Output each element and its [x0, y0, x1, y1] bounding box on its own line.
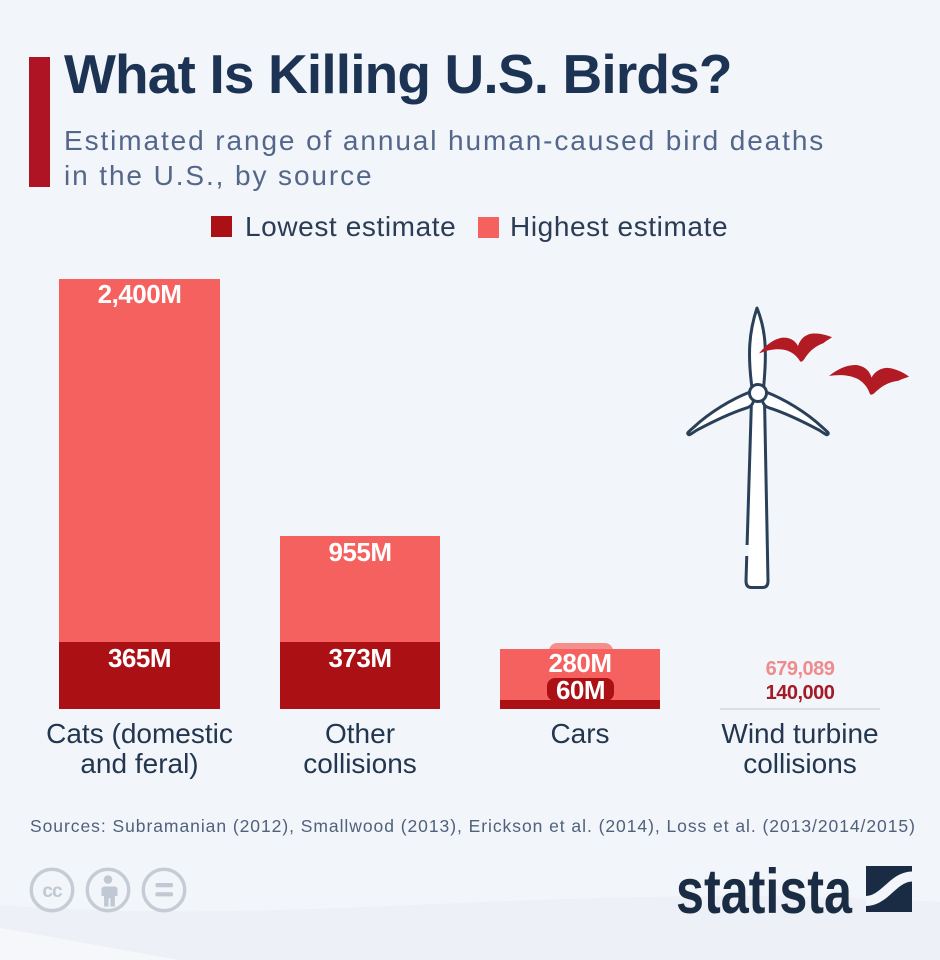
svg-text:cc: cc	[42, 881, 63, 902]
svg-text:statista: statista	[676, 857, 853, 925]
